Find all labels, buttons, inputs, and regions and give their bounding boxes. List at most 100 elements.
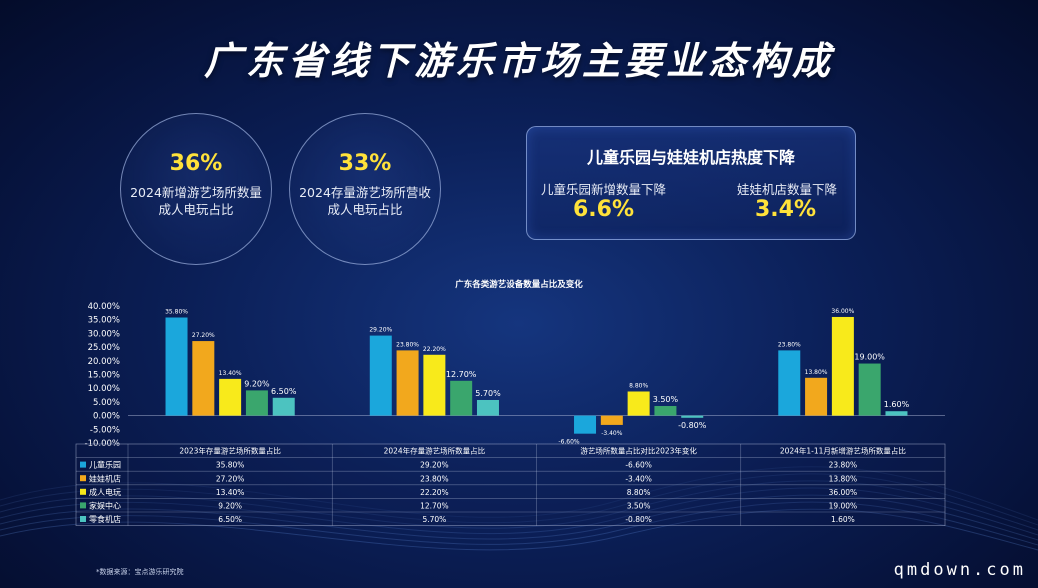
bar-儿童乐园-1 xyxy=(369,335,392,416)
chart-title: 广东各类游艺设备数量占比及变化 xyxy=(455,279,583,290)
legend-label: 成人电玩 xyxy=(89,487,121,497)
y-tick-label: 25.00% xyxy=(88,343,120,353)
panel-right-label: 娃娃机店数量下降 xyxy=(737,182,838,197)
decor-wave xyxy=(0,494,1038,541)
data-table xyxy=(75,443,946,526)
bar-成人电玩-0 xyxy=(219,378,242,416)
bar-label: 13.80% xyxy=(805,369,828,376)
bar-label: -6.60% xyxy=(558,439,580,446)
stat-label-line1: 2024新增游艺场所数量 xyxy=(130,185,262,200)
legend-label: 零食机店 xyxy=(89,514,121,524)
table-cell: 13.80% xyxy=(829,474,858,483)
stat-value: 36% xyxy=(169,151,223,176)
table-cell: 8.80% xyxy=(627,488,651,497)
panel-title: 儿童乐园与娃娃机店热度下降 xyxy=(586,148,795,167)
table-header-cell: 2024年存量游艺场所数量占比 xyxy=(384,446,486,456)
table-cell: 9.20% xyxy=(218,502,242,511)
table-cell: 1.60% xyxy=(831,515,855,524)
bar-label: 35.80% xyxy=(165,309,188,316)
y-tick-label: 5.00% xyxy=(93,398,120,408)
stat-label-line2: 成人电玩占比 xyxy=(327,202,403,217)
bar-label: 8.80% xyxy=(629,382,648,389)
bar-零食机店-0 xyxy=(272,397,295,416)
y-tick-label: 40.00% xyxy=(88,302,120,312)
table-cell: -6.60% xyxy=(625,461,652,470)
decor-wave xyxy=(0,480,1038,531)
bar-成人电玩-2 xyxy=(627,391,650,416)
table-cell: 36.00% xyxy=(829,488,858,497)
bar-儿童乐园-2 xyxy=(574,415,597,434)
bar-label: 6.50% xyxy=(271,387,297,396)
bar-娃娃机店-3 xyxy=(805,377,828,416)
legend-swatch-儿童乐园 xyxy=(80,461,86,468)
page-title: 广东省线下游乐市场主要业态构成 xyxy=(203,39,834,83)
legend-swatch-零食机店 xyxy=(80,516,86,522)
table-cell: 12.70% xyxy=(420,502,449,511)
table-cell: 22.20% xyxy=(420,488,449,497)
bar-零食机店-1 xyxy=(476,399,499,416)
y-tick-label: -5.00% xyxy=(90,425,120,435)
bar-label: 22.20% xyxy=(423,346,446,353)
y-tick-label: 0.00% xyxy=(93,412,120,422)
bar-label: 1.60% xyxy=(884,400,910,409)
bar-label: 27.20% xyxy=(192,332,215,339)
legend-label: 儿童乐园 xyxy=(89,460,121,470)
y-tick-label: 10.00% xyxy=(88,384,120,394)
decor-wave xyxy=(0,473,1038,526)
table-cell: 6.50% xyxy=(218,515,242,524)
bar-label: 3.50% xyxy=(653,395,679,404)
bar-零食机店-2 xyxy=(681,415,704,418)
legend-swatch-成人电玩 xyxy=(80,488,86,495)
y-tick-label: 30.00% xyxy=(88,329,120,339)
y-tick-label: 20.00% xyxy=(88,357,120,367)
table-cell: -0.80% xyxy=(625,515,652,524)
table-cell: 13.40% xyxy=(216,488,245,497)
bar-label: 36.00% xyxy=(831,308,854,315)
bar-label: 5.70% xyxy=(475,389,501,398)
stat-value: 33% xyxy=(338,151,392,176)
table-cell: 29.20% xyxy=(420,461,449,470)
table-header-cell: 2024年1-11月新增游艺场所数量占比 xyxy=(780,446,907,456)
legend-swatch-家娱中心 xyxy=(80,502,86,509)
bar-label: 9.20% xyxy=(244,379,270,388)
table-cell: 27.20% xyxy=(216,474,245,483)
bar-娃娃机店-0 xyxy=(192,341,215,416)
bar-label: 19.00% xyxy=(854,353,885,362)
bar-label: 23.80% xyxy=(396,341,419,348)
table-cell: 23.80% xyxy=(829,461,858,470)
panel-right-value: 3.4% xyxy=(755,197,817,222)
panel-left-label: 儿童乐园新增数量下降 xyxy=(541,182,667,197)
panel-left-value: 6.6% xyxy=(573,197,635,222)
stat-circle-new-venues: 36% 2024新增游艺场所数量 成人电玩占比 xyxy=(120,113,272,265)
table-cell: 5.70% xyxy=(422,515,446,524)
y-tick-label: 35.00% xyxy=(88,316,120,326)
bar-label: 23.80% xyxy=(778,341,801,348)
bar-家娱中心-3 xyxy=(858,363,881,416)
decline-panel: 儿童乐园与娃娃机店热度下降 儿童乐园新增数量下降 6.6% 娃娃机店数量下降 3… xyxy=(526,126,856,240)
legend-label: 娃娃机店 xyxy=(89,473,121,483)
bar-娃娃机店-1 xyxy=(396,350,419,416)
bar-label: -0.80% xyxy=(678,421,707,430)
table-header-cell: 游艺场所数量占比对比2023年变化 xyxy=(580,446,697,456)
data-source-note: *数据来源：宝点游乐研究院 xyxy=(96,568,184,576)
bar-家娱中心-1 xyxy=(450,380,473,416)
legend-swatch-娃娃机店 xyxy=(80,475,86,482)
decor-wave xyxy=(0,508,1038,551)
bar-label: 12.70% xyxy=(446,370,477,379)
bar-娃娃机店-2 xyxy=(600,415,623,425)
decor-wave xyxy=(0,501,1038,546)
stat-circle-existing-revenue: 33% 2024存量游艺场所营收 成人电玩占比 xyxy=(289,113,441,265)
table-cell: 19.00% xyxy=(829,502,858,511)
bar-label: 29.20% xyxy=(369,327,392,334)
table-cell: 3.50% xyxy=(627,502,651,511)
bar-儿童乐园-0 xyxy=(165,317,188,416)
bar-成人电玩-3 xyxy=(831,316,854,416)
bar-家娱中心-2 xyxy=(654,406,677,416)
stat-label-line1: 2024存量游艺场所营收 xyxy=(299,185,431,200)
y-tick-label: 15.00% xyxy=(88,371,120,381)
bar-儿童乐园-3 xyxy=(778,350,801,416)
watermark: qmdown.com xyxy=(893,560,1026,580)
bar-家娱中心-0 xyxy=(245,390,268,416)
table-cell: 35.80% xyxy=(216,461,245,470)
